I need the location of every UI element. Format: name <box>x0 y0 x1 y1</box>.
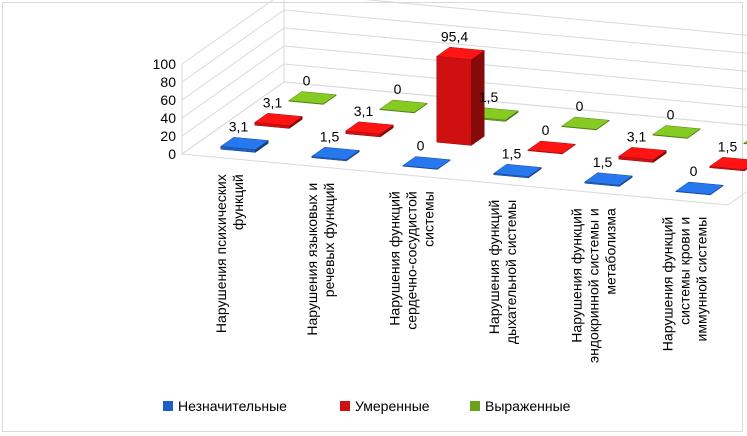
bar <box>254 113 303 129</box>
bar <box>379 99 428 114</box>
gridline <box>181 27 747 101</box>
data-label: 3,1 <box>263 94 283 110</box>
y-tick-label: 20 <box>160 128 176 144</box>
category-label: Нарушения функцийсердечно-сосудистойсист… <box>387 191 437 330</box>
data-label: 0 <box>394 81 402 97</box>
legend-swatch <box>470 401 480 411</box>
y-tick-label: 100 <box>153 56 177 72</box>
data-label: 0 <box>303 73 311 89</box>
data-label: 3,1 <box>627 128 647 144</box>
category-label: Нарушения функцийсистемы крови ииммунной… <box>660 217 710 351</box>
legend: Незначительные Умеренные Выраженные <box>163 398 571 414</box>
bar <box>561 116 610 131</box>
y-axis-ticks: 0 20 40 60 80 100 <box>153 56 177 162</box>
bar <box>436 46 485 146</box>
category-label: Нарушения языковых иречевых функций <box>304 183 337 336</box>
bar <box>584 172 633 187</box>
data-label: 0 <box>417 138 425 154</box>
bar <box>743 140 747 145</box>
gridline <box>181 0 747 65</box>
legend-swatch <box>163 401 173 411</box>
bar <box>345 121 394 138</box>
bar <box>709 156 747 172</box>
y-tick-label: 60 <box>160 92 176 108</box>
legend-label: Незначительные <box>178 398 287 414</box>
data-label: 0 <box>576 98 584 114</box>
legend-swatch <box>340 401 350 411</box>
legend-label: Умеренные <box>355 398 430 414</box>
data-label: 0 <box>667 107 675 123</box>
data-label: 1,5 <box>320 128 340 144</box>
data-label: 1,5 <box>479 89 499 105</box>
gridline <box>181 81 747 155</box>
y-tick-label: 80 <box>160 74 176 90</box>
legend-label: Выраженные <box>485 398 571 414</box>
bars <box>220 46 747 196</box>
y-tick-label: 40 <box>160 110 176 126</box>
bar <box>527 140 576 155</box>
data-label: 3,1 <box>229 118 249 134</box>
y-tick-label: 0 <box>168 146 176 162</box>
category-label: Нарушения функцийдыхательной системы <box>486 200 519 344</box>
gridline <box>181 45 747 119</box>
bar <box>652 125 701 139</box>
bar <box>220 137 269 153</box>
gridline <box>181 63 747 137</box>
data-label: 3,1 <box>354 103 374 119</box>
legend-item: Выраженные <box>470 398 571 414</box>
data-label: 1,5 <box>718 138 738 154</box>
gridlines <box>181 0 747 155</box>
data-label: 0 <box>690 163 698 179</box>
legend-item: Умеренные <box>340 398 430 414</box>
data-label: 0 <box>542 122 550 138</box>
category-label: Нарушения психическихфункций <box>213 174 246 333</box>
bar <box>493 163 542 179</box>
data-label: 1,5 <box>502 145 522 161</box>
chart-frame <box>2 2 743 432</box>
data-label: 1,5 <box>593 154 613 170</box>
data-label: 95,4 <box>441 28 468 44</box>
category-labels: Нарушения психическихфункций Нарушения яз… <box>213 174 710 363</box>
bar <box>675 181 724 196</box>
category-label: Нарушения функцийэндокринной системы име… <box>569 208 619 363</box>
gridline <box>181 9 747 83</box>
bar <box>402 156 451 170</box>
bar <box>311 146 360 162</box>
legend-item: Незначительные <box>163 398 287 414</box>
bar <box>288 91 337 105</box>
bar <box>618 147 667 163</box>
